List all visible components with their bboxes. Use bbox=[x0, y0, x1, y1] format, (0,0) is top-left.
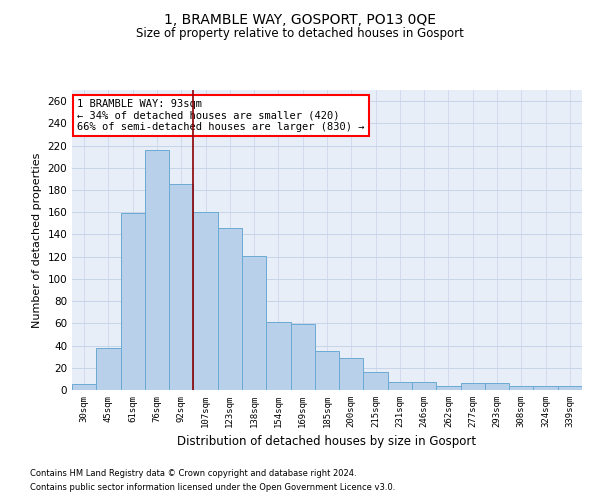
Bar bbox=[364, 372, 388, 390]
Bar bbox=[266, 322, 290, 390]
Bar bbox=[72, 384, 96, 390]
Bar bbox=[509, 386, 533, 390]
Bar bbox=[461, 384, 485, 390]
Bar bbox=[388, 382, 412, 390]
Bar bbox=[485, 384, 509, 390]
Text: Size of property relative to detached houses in Gosport: Size of property relative to detached ho… bbox=[136, 28, 464, 40]
Bar bbox=[339, 358, 364, 390]
Text: 1 BRAMBLE WAY: 93sqm
← 34% of detached houses are smaller (420)
66% of semi-deta: 1 BRAMBLE WAY: 93sqm ← 34% of detached h… bbox=[77, 99, 365, 132]
Text: 1, BRAMBLE WAY, GOSPORT, PO13 0QE: 1, BRAMBLE WAY, GOSPORT, PO13 0QE bbox=[164, 12, 436, 26]
X-axis label: Distribution of detached houses by size in Gosport: Distribution of detached houses by size … bbox=[178, 436, 476, 448]
Bar bbox=[121, 214, 145, 390]
Text: Contains public sector information licensed under the Open Government Licence v3: Contains public sector information licen… bbox=[30, 484, 395, 492]
Bar bbox=[96, 348, 121, 390]
Bar bbox=[290, 324, 315, 390]
Bar bbox=[193, 212, 218, 390]
Bar bbox=[145, 150, 169, 390]
Bar bbox=[533, 386, 558, 390]
Bar bbox=[169, 184, 193, 390]
Bar bbox=[412, 382, 436, 390]
Text: Contains HM Land Registry data © Crown copyright and database right 2024.: Contains HM Land Registry data © Crown c… bbox=[30, 468, 356, 477]
Y-axis label: Number of detached properties: Number of detached properties bbox=[32, 152, 42, 328]
Bar bbox=[218, 228, 242, 390]
Bar bbox=[558, 386, 582, 390]
Bar bbox=[436, 386, 461, 390]
Bar bbox=[242, 256, 266, 390]
Bar bbox=[315, 351, 339, 390]
